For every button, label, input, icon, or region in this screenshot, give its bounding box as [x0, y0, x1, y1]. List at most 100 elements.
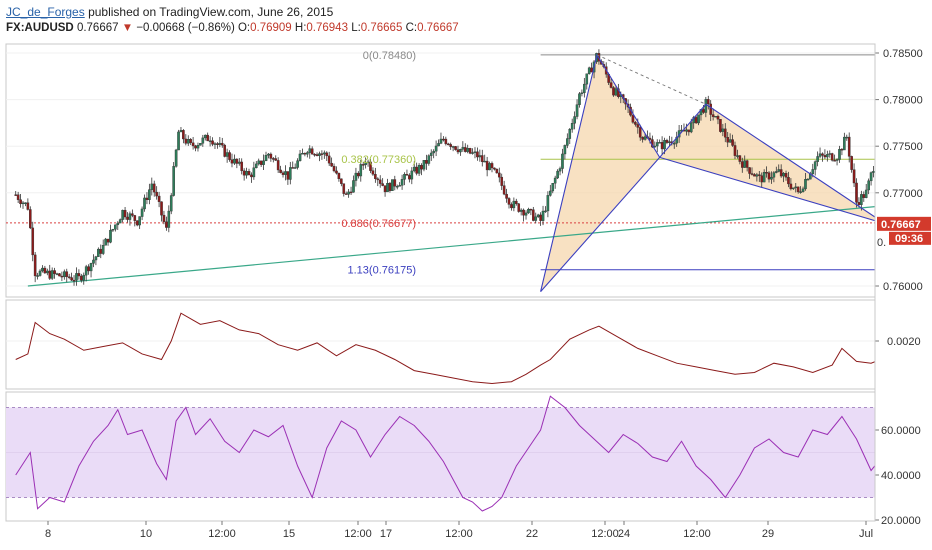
candle-body [821, 153, 824, 156]
last-price: 0.76667 [76, 22, 119, 34]
price-badge [877, 216, 931, 231]
candle-body [143, 197, 146, 210]
candle-body [63, 271, 66, 278]
candle-body [665, 140, 669, 143]
candle-body [19, 199, 22, 205]
candle-body [816, 156, 819, 162]
candle-body [617, 88, 620, 97]
pattern-ac-line [596, 54, 707, 105]
candle-body [580, 92, 584, 94]
rsi-axis-tick-label: 20.0000 [881, 515, 921, 527]
candle-body [845, 136, 849, 139]
candle-body [655, 142, 659, 147]
candle-body [228, 152, 231, 160]
candle-body [383, 185, 387, 193]
symbol-label[interactable]: FX:AUDUSD [6, 22, 74, 34]
candle-body [189, 139, 192, 144]
candle-body [653, 145, 657, 148]
candle-body [162, 214, 166, 222]
candle-body [53, 270, 56, 274]
candle-body [313, 153, 316, 156]
candle-body [303, 152, 307, 155]
candle-body [340, 178, 343, 184]
candle-body [840, 148, 844, 151]
candle-body [60, 275, 64, 278]
candle-body [357, 172, 360, 177]
candle-body [403, 174, 406, 180]
fib-level-label-1: 0.382(0.77360) [341, 154, 416, 166]
candle-body [233, 158, 236, 164]
candle-body [835, 159, 839, 161]
candle-body [99, 248, 103, 254]
candle-body [830, 153, 834, 161]
candle-body [563, 145, 567, 155]
rsi-line [15, 395, 875, 512]
candle-body [194, 145, 197, 149]
candle-body [408, 175, 411, 180]
candle-body [135, 220, 139, 226]
candle-body [55, 273, 59, 275]
open-label: O: [237, 22, 251, 34]
candle-body [568, 129, 572, 139]
candle-body [41, 267, 44, 272]
candle-body [70, 277, 73, 281]
candle-body [230, 159, 234, 164]
candle-body [471, 152, 474, 154]
candle-body [689, 122, 693, 133]
candle-body [748, 167, 751, 174]
candle-body [296, 160, 299, 168]
candle-body [480, 155, 484, 162]
candle-body [104, 238, 107, 246]
candle-body [152, 183, 156, 193]
candle-body [796, 186, 800, 193]
candle-body [583, 83, 586, 93]
candle-body [252, 167, 256, 178]
candle-body [762, 172, 766, 183]
candle-body [320, 153, 324, 155]
candle-body [211, 140, 214, 145]
candle-body [267, 153, 270, 156]
candle-body [225, 152, 229, 157]
candle-body [439, 138, 443, 144]
candle-body [289, 167, 292, 180]
candle-body [121, 209, 124, 220]
candle-body [672, 142, 676, 145]
trendline [27, 206, 875, 287]
candle-body [216, 143, 219, 145]
candle-body [612, 87, 615, 96]
chart-area[interactable]: 0(0.78480) 0.382(0.77360) 0.886(0.76677) 1.… [0, 40, 932, 550]
candle-body [250, 174, 253, 178]
x-axis-tick-label: 22 [526, 528, 538, 540]
candle-body [349, 191, 353, 194]
candle-body [446, 143, 450, 146]
candle-body [148, 189, 151, 200]
candle-body [556, 170, 559, 179]
candle-body [782, 173, 785, 177]
candle-body [867, 180, 870, 191]
candle-body [72, 279, 76, 282]
candle-body [838, 148, 841, 160]
pattern-bcd-fill [659, 104, 875, 221]
candle-body [111, 229, 115, 231]
candle-body [247, 171, 251, 176]
low-label: L: [351, 22, 361, 34]
candle-body [167, 210, 171, 228]
candle-body [500, 176, 504, 186]
candle-body [806, 178, 810, 181]
macd-pane [6, 312, 875, 385]
candle-body [293, 167, 297, 169]
candle-body [24, 202, 27, 204]
candle-body [539, 214, 542, 221]
candle-body [118, 219, 122, 224]
candle-body [799, 191, 802, 193]
candle-body [405, 174, 409, 176]
candle-body [172, 166, 175, 196]
author-link[interactable]: JC_de_Forges [6, 5, 85, 19]
candle-body [191, 142, 195, 147]
candle-body [779, 169, 783, 177]
candle-body [587, 67, 591, 75]
candle-body [29, 209, 32, 229]
candle-body [512, 200, 516, 209]
candle-body [291, 167, 295, 169]
candle-body [281, 172, 285, 175]
